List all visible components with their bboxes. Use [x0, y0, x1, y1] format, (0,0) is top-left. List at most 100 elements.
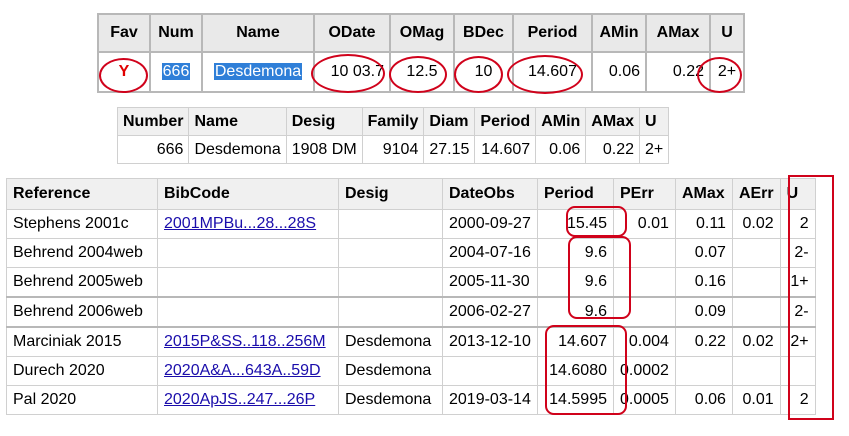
- col-header-amin: AMin: [535, 107, 587, 136]
- asteroid-summary-table: Number Name Desig Family Diam Period AMi…: [116, 107, 670, 164]
- bibcode-cell: [157, 296, 339, 328]
- desig-cell: [338, 267, 443, 298]
- period-cell: 14.607: [474, 135, 537, 164]
- perr-cell: 0.0005: [613, 385, 676, 415]
- u-cell: 2: [779, 385, 816, 415]
- col-header-desig: Desig: [285, 107, 363, 136]
- desig-cell: [338, 209, 443, 239]
- bibcode-cell[interactable]: 2020ApJS..247...26P: [157, 385, 339, 415]
- bibcode-cell: [157, 267, 339, 298]
- reference-cell: Stephens 2001c: [6, 209, 158, 239]
- period-cell: 9.6: [537, 267, 614, 298]
- reference-cell: Durech 2020: [6, 356, 158, 386]
- dateobs-cell: 2019-03-14: [442, 385, 538, 415]
- u-cell: 2+: [638, 135, 670, 164]
- reference-header-row: Reference BibCode Desig DateObs Period P…: [6, 178, 816, 210]
- col-header-amax: AMax: [585, 107, 640, 136]
- col-header-amin: AMin: [591, 13, 647, 53]
- col-header-aerr: AErr: [731, 178, 781, 210]
- col-header-u: U: [709, 13, 745, 53]
- u-cell: [779, 356, 816, 386]
- table-row: Behrend 2004web 2004-07-16 9.6 0.07 2-: [6, 238, 816, 268]
- dateobs-cell: [442, 356, 538, 386]
- aerr-cell: 0.01: [731, 385, 781, 415]
- table-row: Marciniak 2015 2015P&SS..118..256M Desde…: [6, 326, 816, 357]
- summary-data-row: 666 Desdemona 1908 DM 9104 27.15 14.607 …: [116, 135, 670, 164]
- dateobs-cell: 2006-02-27: [442, 296, 538, 328]
- table-row: Stephens 2001c 2001MPBu...28...28S 2000-…: [6, 209, 816, 239]
- bibcode-link[interactable]: 2020ApJS..247...26P: [164, 391, 316, 408]
- amax-cell: 0.09: [674, 296, 733, 328]
- table-row: Pal 2020 2020ApJS..247...26P Desdemona 2…: [6, 385, 816, 415]
- u-cell: 2-: [779, 296, 816, 328]
- perr-cell: 0.01: [613, 209, 676, 239]
- desig-cell: [338, 238, 443, 268]
- aerr-cell: 0.02: [731, 326, 781, 357]
- bibcode-link[interactable]: 2001MPBu...28...28S: [164, 215, 317, 232]
- desig-cell: Desdemona: [338, 356, 443, 386]
- bibcode-link[interactable]: 2015P&SS..118..256M: [164, 333, 326, 350]
- reference-cell: Pal 2020: [6, 385, 158, 415]
- desig-cell: Desdemona: [338, 326, 443, 357]
- col-header-dateobs: DateObs: [442, 178, 538, 210]
- reference-cell: Marciniak 2015: [6, 326, 158, 357]
- name-cell[interactable]: Desdemona: [201, 51, 315, 93]
- period-cell: 9.6: [537, 296, 614, 328]
- bibcode-link[interactable]: 2020A&A...643A..59D: [164, 362, 321, 379]
- perr-cell: 0.004: [613, 326, 676, 357]
- reference-cell: Behrend 2006web: [6, 296, 158, 328]
- perr-cell: [613, 238, 676, 268]
- desig-cell: 1908 DM: [285, 135, 363, 164]
- amax-cell: 0.22: [585, 135, 640, 164]
- bibcode-cell[interactable]: 2020A&A...643A..59D: [157, 356, 339, 386]
- u-cell: 2-: [779, 238, 816, 268]
- perr-cell: [613, 296, 676, 328]
- col-header-omag: OMag: [389, 13, 455, 53]
- col-header-u: U: [638, 107, 670, 136]
- col-header-name: Name: [188, 107, 287, 136]
- period-cell: 15.45: [537, 209, 614, 239]
- col-header-diam: Diam: [423, 107, 476, 136]
- num-cell[interactable]: 666: [149, 51, 203, 93]
- dateobs-cell: 2013-12-10: [442, 326, 538, 357]
- selected-num[interactable]: 666: [161, 63, 191, 80]
- omag-cell: 12.5: [389, 51, 455, 93]
- col-header-bibcode: BibCode: [157, 178, 339, 210]
- col-header-period: Period: [474, 107, 537, 136]
- table-row: Behrend 2005web 2005-11-30 9.6 0.16 1+: [6, 267, 816, 298]
- amin-cell: 0.06: [591, 51, 647, 93]
- bibcode-cell[interactable]: 2015P&SS..118..256M: [157, 326, 339, 357]
- aerr-cell: [731, 296, 781, 328]
- family-cell: 9104: [361, 135, 425, 164]
- amax-cell: 0.16: [674, 267, 733, 298]
- diam-cell: 27.15: [423, 135, 476, 164]
- reference-cell: Behrend 2004web: [6, 238, 158, 268]
- aerr-cell: [731, 238, 781, 268]
- fav-flag[interactable]: Y: [97, 51, 151, 93]
- period-cell: 14.6080: [537, 356, 614, 386]
- u-cell: 2: [779, 209, 816, 239]
- col-header-u: U: [779, 178, 816, 210]
- period-cell: 14.607: [537, 326, 614, 357]
- favorite-header-row: Fav Num Name ODate OMag BDec Period AMin…: [97, 13, 745, 53]
- selected-name[interactable]: Desdemona: [213, 63, 303, 80]
- amax-cell: 0.22: [645, 51, 711, 93]
- name-cell: Desdemona: [188, 135, 287, 164]
- col-header-desig: Desig: [338, 178, 443, 210]
- col-header-family: Family: [361, 107, 425, 136]
- reference-cell: Behrend 2005web: [6, 267, 158, 298]
- period-cell: 14.607: [512, 51, 593, 93]
- col-header-bdec: BDec: [453, 13, 514, 53]
- col-header-perr: PErr: [613, 178, 676, 210]
- col-header-fav: Fav: [97, 13, 151, 53]
- col-header-num: Num: [149, 13, 203, 53]
- col-header-reference: Reference: [6, 178, 158, 210]
- favorite-data-row[interactable]: Y 666 Desdemona 10 03.7 12.5 10 14.607 0…: [97, 51, 745, 93]
- bdec-cell: 10: [453, 51, 514, 93]
- col-header-period: Period: [512, 13, 593, 53]
- bibcode-cell[interactable]: 2001MPBu...28...28S: [157, 209, 339, 239]
- bibcode-cell: [157, 238, 339, 268]
- amin-cell: 0.06: [535, 135, 587, 164]
- perr-cell: 0.0002: [613, 356, 676, 386]
- col-header-odate: ODate: [313, 13, 391, 53]
